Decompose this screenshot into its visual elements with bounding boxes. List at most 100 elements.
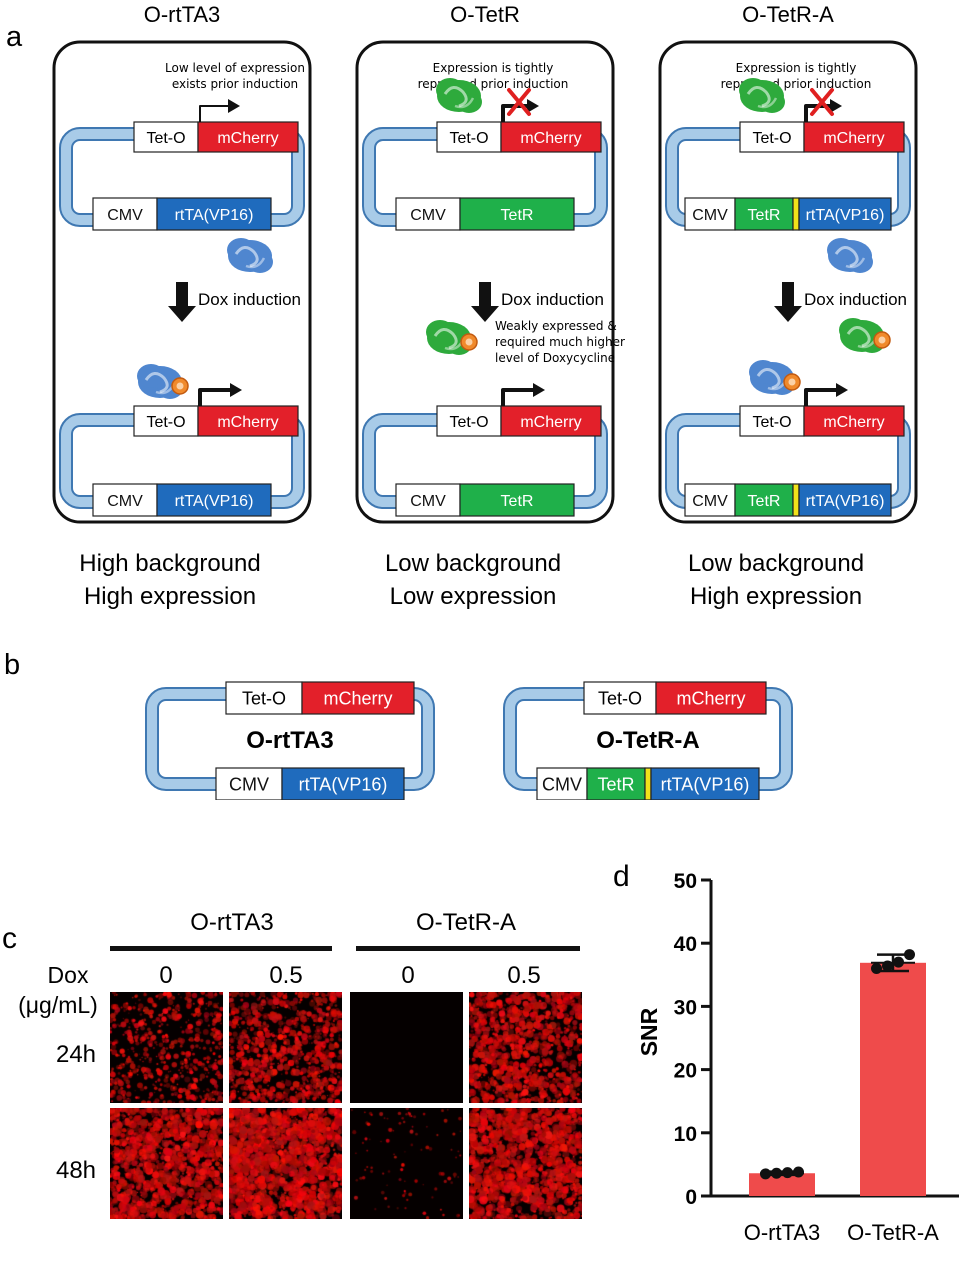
panel-d-snr-chart: d SNR 0 10 20 30 40 50 O-rtTA3 O-TetR-A (613, 860, 959, 1245)
panel-b-constructs: b Tet-O mCherry O-rtTA3 CMV rtTA(VP16) Tet-O… (4, 649, 793, 800)
summary-text: High expression (84, 583, 256, 610)
panel-a-schematic: a O-rtTA3 Low level of expression exists p… (6, 2, 918, 610)
summary-text: Low background (688, 550, 864, 577)
segment-label: CMV (692, 493, 728, 510)
dox-value: 0 (401, 962, 414, 989)
rtta-vp16--box (798, 197, 892, 231)
tet-o-label: Tet-O (449, 130, 488, 147)
induction-arrow (479, 282, 491, 308)
induction-arrow (782, 282, 794, 308)
summary-text: High expression (690, 583, 862, 610)
rtta-protein-icon (227, 238, 273, 273)
cmv-box (215, 767, 283, 800)
group-bar-o-rttA3 (110, 946, 332, 951)
data-point (771, 1167, 782, 1179)
dox-label: Dox (48, 962, 89, 988)
transcription-arrow (198, 388, 232, 406)
segment-label: TetR (748, 493, 781, 510)
rtta-vp16--box (650, 767, 760, 800)
blocked-cross-icon (810, 88, 834, 116)
cmv-box (92, 197, 158, 231)
y-tick-label: 40 (674, 933, 697, 956)
microscopy-image (350, 992, 463, 1103)
mcherry-label: mCherry (217, 414, 278, 431)
tet-o-label: Tet-O (449, 414, 488, 431)
mcherry-label: mCherry (823, 414, 884, 431)
mcherry-label: mCherry (217, 130, 278, 147)
column-title: O-TetR (450, 2, 520, 27)
segment-label: rtTA(VP16) (299, 774, 388, 794)
column-o-rttA3: O-rtTA3 Low level of expression exists pri… (52, 2, 312, 610)
construct-o-tetr-a: Tet-O mCherry O-TetR-A CMV TetR rtTA(VP16) (503, 681, 793, 800)
tet-o-label: Tet-O (146, 130, 185, 147)
tet-o-box (133, 121, 199, 153)
construct-name: O-rtTA3 (246, 727, 334, 754)
induction-arrowhead (168, 306, 196, 322)
panel-d-letter: d (613, 860, 630, 893)
group-bar-o-tetr-a (356, 946, 580, 951)
tet-o-label: Tet-O (752, 130, 791, 147)
mcherry-box (500, 405, 602, 437)
segment-label: CMV (542, 774, 582, 794)
rtta-vp16--box (281, 767, 405, 800)
plot-area: 0 10 20 30 40 50 O-rtTA3 O-TetR-A (674, 870, 959, 1245)
tet-o-box (133, 405, 199, 437)
tetr-dox-complex-icon (426, 320, 478, 355)
segment-label: TetR (597, 774, 634, 794)
annotation-note: exists prior induction (172, 77, 298, 91)
segment-label: CMV (692, 207, 728, 224)
tet-o-box (583, 681, 657, 715)
transcription-arrowhead (527, 99, 539, 113)
dox-value: 0.5 (507, 962, 540, 989)
data-point (893, 956, 904, 968)
tetr-box (459, 197, 575, 231)
construct-name: O-TetR-A (596, 727, 700, 754)
transcription-arrowhead (836, 383, 848, 397)
row-label-48h: 48h (56, 1157, 96, 1184)
segment-label: CMV (410, 493, 446, 510)
microscopy-image (229, 1108, 342, 1219)
mcherry-box (301, 681, 415, 715)
induction-arrowhead (471, 306, 499, 322)
linker-segment (792, 483, 800, 517)
mcherry-box (500, 121, 602, 153)
dox-value: 0.5 (269, 962, 302, 989)
segment-label: CMV (410, 207, 446, 224)
column-title: O-TetR-A (742, 2, 834, 27)
linker-segment (644, 767, 652, 800)
cmv-box (395, 197, 461, 231)
arrow-label: Dox induction (501, 290, 604, 309)
annotation-note: level of Doxycycline (495, 351, 615, 365)
cmv-box (684, 483, 736, 517)
y-tick-label: 30 (674, 996, 697, 1019)
annotation-note: Low level of expression (165, 61, 305, 75)
transcription-arrowhead (533, 383, 545, 397)
cmv-box (92, 483, 158, 517)
arrow-label: Dox induction (804, 290, 907, 309)
y-tick-label: 20 (674, 1060, 697, 1083)
microscopy-image (469, 992, 582, 1103)
y-axis-label: SNR (636, 1007, 662, 1056)
bar-o-rtta3 (749, 1173, 815, 1196)
annotation-note: Expression is tightly (433, 61, 554, 75)
tet-o-box (436, 121, 502, 153)
segment-label: CMV (229, 774, 269, 794)
y-tick-label: 50 (674, 870, 697, 893)
microscopy-image (350, 1108, 463, 1219)
tetr-box (734, 483, 794, 517)
microscopy-image (469, 1108, 582, 1219)
transcription-arrow (804, 388, 838, 406)
tetr-protein-icon (436, 78, 482, 113)
dox-value: 0 (159, 962, 172, 989)
transcription-arrowhead (830, 99, 842, 113)
x-tick-label: O-rtTA3 (744, 1220, 821, 1245)
tet-o-box (739, 405, 805, 437)
mcherry-label: mCherry (676, 688, 745, 708)
transcription-arrowhead (228, 99, 240, 113)
data-point (793, 1166, 804, 1178)
rtta-vp16--box (798, 483, 892, 517)
panel-b-letter: b (4, 649, 20, 681)
data-point (760, 1168, 771, 1180)
data-point (904, 949, 915, 961)
